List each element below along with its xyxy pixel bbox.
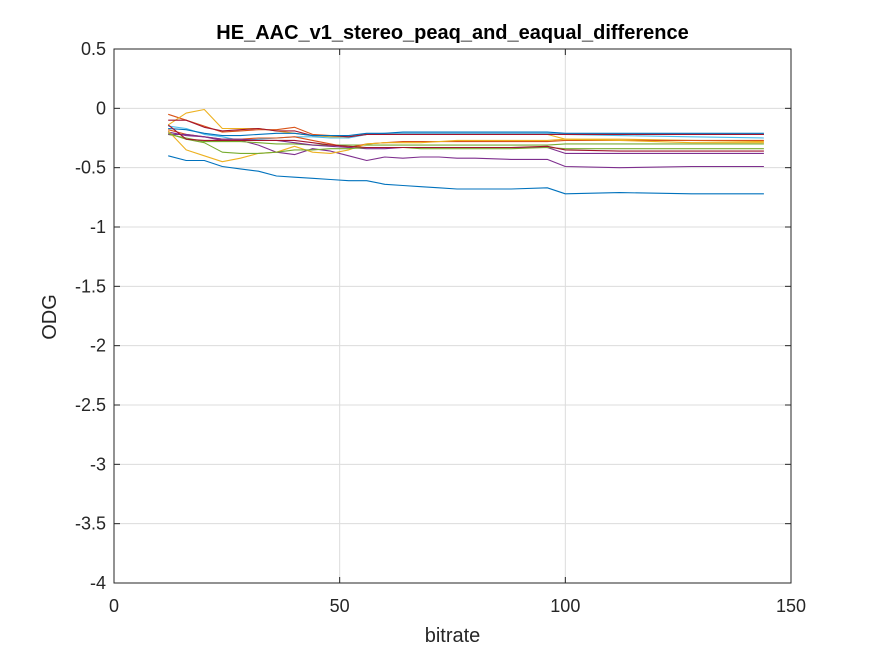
series-line-4 <box>168 131 764 169</box>
chart-title: HE_AAC_v1_stereo_peaq_and_eaqual_differe… <box>216 22 688 44</box>
series-line-11 <box>168 133 764 154</box>
y-tick-label: -0.5 <box>75 158 106 178</box>
series-line-1 <box>168 155 764 195</box>
tick-marks <box>113 48 792 584</box>
y-tick-label: 0 <box>96 98 106 118</box>
y-tick-label: -4 <box>90 573 106 593</box>
y-tick-label: -2.5 <box>75 395 106 415</box>
axes <box>113 48 792 584</box>
y-tick-label: -1.5 <box>75 276 106 296</box>
y-axis-label: ODG <box>39 294 61 340</box>
series-lines <box>167 108 764 195</box>
y-tick-label: 0.5 <box>81 39 106 59</box>
series-line-5 <box>168 133 764 146</box>
x-tick-label: 100 <box>550 596 580 616</box>
series-line-10 <box>167 130 764 163</box>
x-tick-labels: 0 50 100 150 <box>109 596 806 616</box>
x-axis-label: bitrate <box>425 625 481 647</box>
series-line-7 <box>168 119 764 138</box>
y-tick-labels: 0.5 0 -0.5 -1 -1.5 -2 -2.5 -3 -3.5 -4 <box>75 39 106 593</box>
plot-area-border <box>113 48 792 584</box>
grid-lines <box>114 49 791 583</box>
y-tick-label: -2 <box>90 336 106 356</box>
x-tick-label: 150 <box>776 596 806 616</box>
series-line-13 <box>167 124 764 152</box>
y-tick-label: -3.5 <box>75 514 106 534</box>
x-tick-label: 50 <box>330 596 350 616</box>
x-tick-label: 0 <box>109 596 119 616</box>
y-tick-label: -1 <box>90 217 106 237</box>
y-tick-label: -3 <box>90 454 106 474</box>
series-line-8 <box>168 127 764 137</box>
